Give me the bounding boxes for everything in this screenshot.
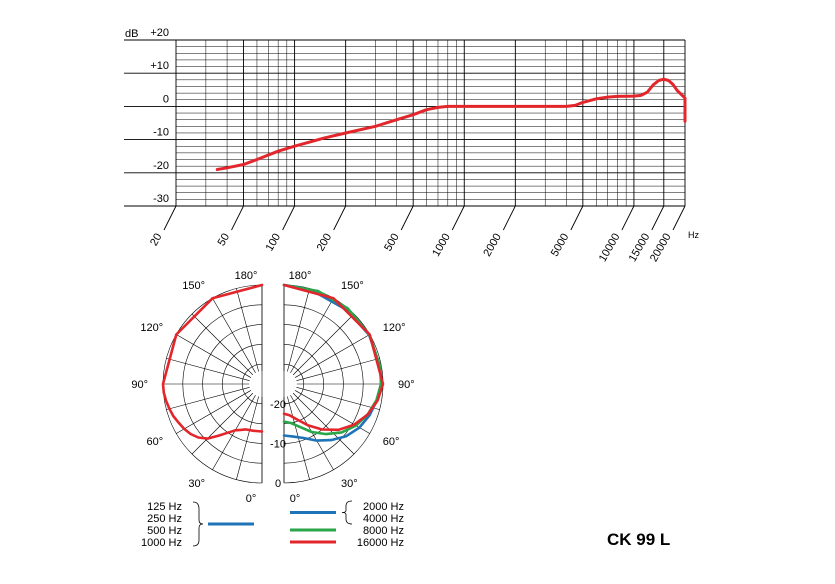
polar-spoke: [191, 313, 254, 376]
x-tick-label: 10000: [597, 232, 623, 264]
frequency-response-series: [215, 77, 687, 171]
polar-angle-label: 90°: [131, 379, 148, 391]
polar-ring-labels: -20 -10 0: [270, 399, 286, 490]
x-unit-label: Hz: [688, 230, 699, 240]
x-tick-label: 50: [216, 232, 233, 249]
x-tick-label: 1000: [430, 232, 453, 259]
x-tick-label: 200: [315, 232, 335, 254]
polar-spoke: [236, 396, 259, 480]
legend-left-label: 125 Hz: [147, 501, 182, 513]
x-tick-mark: [451, 205, 465, 231]
polar-angle-label: 180°: [289, 270, 312, 282]
polar-angle-label: 0°: [246, 493, 257, 505]
polar-spoke: [236, 288, 259, 372]
frequency-response-grid: [175, 39, 686, 207]
legend-right-label: 4000 Hz: [363, 513, 404, 525]
polar-spoke: [296, 358, 380, 381]
legend-left-label: 250 Hz: [147, 513, 182, 525]
polar-line-16000-hz: [282, 283, 385, 432]
polar-angle-label: 60°: [147, 436, 164, 448]
legend-right-label: 2000 Hz: [363, 501, 404, 513]
polar-spoke: [294, 390, 370, 434]
x-tick-label: 5000: [549, 232, 572, 259]
polar-spoke: [292, 392, 355, 455]
legend-right-label: 8000 Hz: [363, 525, 404, 537]
polar-angle-label: 120°: [383, 322, 406, 334]
y-tick-label: +10: [150, 60, 169, 72]
polar-spoke: [294, 334, 370, 378]
polar-spoke: [176, 334, 252, 378]
x-tick-mark: [282, 205, 295, 231]
legend-left-brace: [192, 501, 204, 547]
y-tick-label: -30: [153, 193, 169, 205]
polar-series: [161, 283, 385, 442]
x-tick-mark: [231, 205, 244, 231]
frequency-response-tick-marks: [124, 39, 686, 231]
polar-angle-labels: 180° 150° 120° 90° 60° 30° 0° 180° 150° 120° 90° 60…: [131, 270, 414, 505]
polar-angle-label: 0°: [290, 493, 301, 505]
x-tick-mark: [502, 205, 516, 231]
legend-right-label: 16000 Hz: [357, 537, 404, 549]
x-tick-label: 500: [382, 232, 402, 254]
polar-spoke: [296, 387, 380, 410]
legend-left-label: 1000 Hz: [141, 537, 182, 549]
polar-angle-label: 120°: [140, 322, 163, 334]
polar-spoke: [287, 288, 310, 372]
x-tick-label: 20000: [648, 232, 674, 264]
x-tick-mark: [621, 205, 635, 231]
polar-spoke: [292, 313, 355, 376]
y-tick-label: -20: [153, 160, 169, 172]
polar-ring-label: -20: [270, 399, 286, 411]
polar-angle-label: 180°: [235, 270, 258, 282]
x-tick-mark: [570, 205, 584, 231]
y-tick-label: -10: [153, 127, 169, 139]
frequency-response-line: [215, 77, 687, 171]
polar-spoke: [290, 298, 334, 374]
polar-spoke: [212, 394, 256, 470]
y-unit-label: dB: [125, 28, 138, 40]
polar-spoke: [191, 392, 254, 455]
x-tick-mark: [672, 205, 686, 231]
x-tick-mark: [163, 205, 177, 231]
frequency-response-chart: dB +20 +10 0 -10 -20 -30 20 50 100 200 500 1000 200…: [124, 27, 699, 264]
polar-spoke: [176, 390, 252, 434]
x-tick-mark: [333, 205, 347, 231]
legend-right-brace: [341, 500, 353, 525]
x-tick-mark: [400, 205, 414, 231]
x-tick-label: 20: [148, 232, 165, 249]
x-tick-mark: [651, 205, 665, 231]
polar-angle-label: 30°: [341, 478, 358, 490]
polar-ring-label: 0: [275, 478, 281, 490]
x-tick-label: 2000: [481, 232, 504, 259]
y-tick-label: 0: [163, 93, 169, 105]
polar-angle-label: 30°: [188, 478, 205, 490]
y-tick-labels: +20 +10 0 -10 -20 -30: [150, 27, 169, 205]
polar-spoke: [166, 358, 250, 381]
polar-angle-label: 60°: [383, 436, 400, 448]
y-tick-label: +20: [150, 27, 169, 39]
polar-spoke: [166, 387, 250, 410]
x-tick-label: 100: [264, 232, 284, 254]
polar-pattern-chart: 180° 150° 120° 90° 60° 30° 0° 180° 150° 120° 90° 60…: [131, 270, 414, 505]
legend-left-label: 500 Hz: [147, 525, 182, 537]
polar-angle-label: 150°: [341, 280, 364, 292]
polar-spoke: [212, 298, 256, 374]
polar-angle-label: 90°: [398, 379, 415, 391]
polar-line-125-hz: [161, 283, 264, 440]
polar-angle-label: 150°: [182, 280, 205, 292]
model-name: CK 99 L: [607, 530, 670, 549]
polar-ring-label: -10: [270, 438, 286, 450]
